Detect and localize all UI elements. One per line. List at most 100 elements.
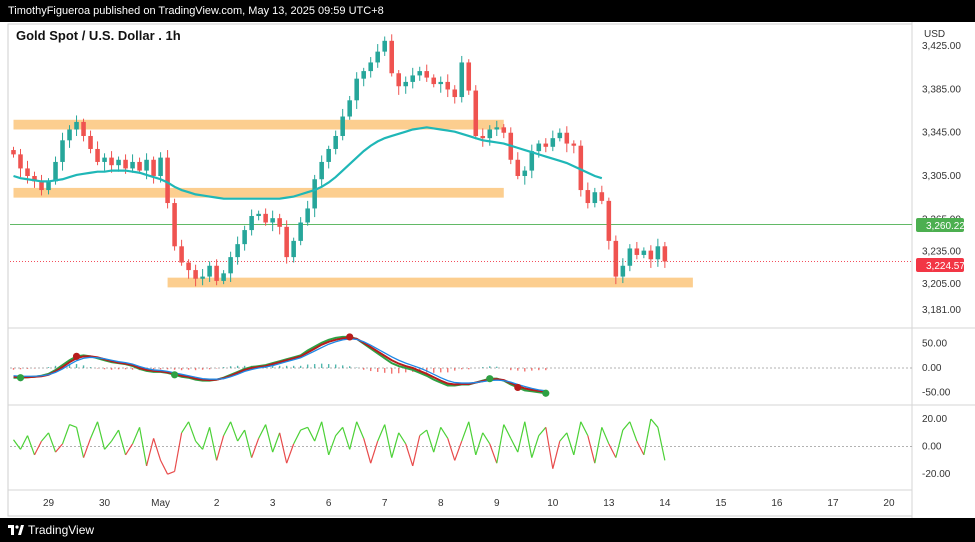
- candle-body: [627, 248, 633, 266]
- candle-body: [326, 148, 331, 162]
- momentum-segment: [307, 427, 316, 442]
- time-tick-label: 15: [715, 498, 727, 509]
- candle-body: [459, 62, 465, 98]
- momentum-segment: [496, 424, 505, 464]
- footer-bar: TradingView: [0, 518, 975, 542]
- candle-body: [536, 143, 542, 152]
- candle-body: [53, 161, 58, 182]
- momentum-segment: [391, 432, 400, 458]
- candle-body: [396, 73, 401, 87]
- candle-body: [473, 90, 479, 136]
- candle-body: [641, 250, 647, 255]
- momentum-segment: [26, 435, 36, 456]
- candle-body: [81, 121, 86, 136]
- momentum-segment: [153, 438, 162, 461]
- moving-average: [13, 126, 603, 200]
- candle-body: [277, 218, 282, 227]
- time-tick-label: 29: [43, 498, 55, 509]
- candle-body: [361, 71, 366, 79]
- level-price-tag: [916, 218, 964, 232]
- candle-body: [648, 250, 654, 260]
- momentum-segment: [174, 432, 183, 472]
- candle-body: [67, 129, 72, 141]
- candle-body: [319, 161, 324, 180]
- candle-body: [557, 132, 563, 139]
- momentum-segment: [223, 421, 232, 436]
- momentum-segment: [209, 427, 218, 461]
- time-tick-label: 30: [99, 498, 111, 509]
- momentum-segment: [426, 429, 435, 453]
- support-resistance-zones: [13, 119, 693, 288]
- candle-body: [207, 265, 212, 277]
- momentum-segment: [454, 440, 463, 461]
- momentum-segment: [132, 427, 141, 445]
- momentum-segment: [328, 435, 337, 456]
- candle-body: [151, 159, 156, 176]
- candle-body: [179, 246, 184, 263]
- momentum-segment: [545, 427, 554, 469]
- oscillator-tick-label: 50.00: [922, 339, 947, 350]
- candle-body: [634, 248, 640, 255]
- candle-body: [368, 62, 373, 72]
- momentum-segment: [489, 443, 498, 464]
- chart-area[interactable]: 3,425.003,385.003,345.003,305.003,265.00…: [0, 22, 975, 518]
- candle-body: [256, 213, 261, 217]
- time-tick-label: 3: [270, 498, 276, 509]
- candle-body: [382, 40, 387, 52]
- cross-marker: [514, 383, 522, 392]
- candle-body: [18, 154, 23, 169]
- momentum-segment: [96, 421, 106, 450]
- momentum-segment: [650, 418, 659, 428]
- candle-body: [158, 157, 163, 176]
- current-price-tag: [916, 258, 964, 272]
- publish-header: TimothyFigueroa published on TradingView…: [0, 0, 975, 22]
- candle-body: [592, 192, 598, 204]
- cross-marker: [486, 375, 494, 383]
- momentum-segment: [405, 443, 414, 467]
- candle-body: [543, 143, 549, 147]
- ma-line: [13, 126, 603, 200]
- candle-body: [214, 265, 219, 281]
- chart-frame: [7, 23, 913, 517]
- momentum-segment: [145, 438, 155, 467]
- momentum-segment: [230, 421, 239, 442]
- momentum-segment: [202, 427, 211, 450]
- momentum-segment: [377, 424, 386, 442]
- momentum-segment: [335, 426, 344, 436]
- momentum-segment: [608, 443, 617, 458]
- momentum-segment: [363, 438, 372, 464]
- candle-body: [417, 71, 423, 76]
- cross-marker: [170, 371, 179, 379]
- momentum-segment: [510, 438, 519, 453]
- candle-body: [165, 157, 170, 204]
- momentum-segment: [643, 418, 652, 456]
- price-tick-label: 3,205.00: [922, 279, 961, 290]
- momentum-tick-label: -20.00: [922, 469, 951, 480]
- price-axis: 3,425.003,385.003,345.003,305.003,265.00…: [922, 41, 961, 480]
- momentum-segment: [47, 432, 57, 453]
- candle-body: [529, 151, 535, 171]
- momentum-segment: [89, 421, 99, 439]
- momentum-segment: [468, 421, 477, 456]
- momentum-segment: [356, 421, 365, 439]
- candle-body: [39, 181, 44, 191]
- cross-marker: [72, 352, 81, 360]
- momentum-segment: [244, 429, 253, 458]
- momentum-segment: [370, 440, 379, 464]
- candle-body: [11, 150, 16, 155]
- candle-body: [599, 192, 605, 201]
- momentum-segment: [111, 429, 120, 442]
- candle-body: [305, 208, 310, 223]
- price-tick-label: 3,235.00: [922, 247, 961, 258]
- time-tick-label: 20: [883, 498, 895, 509]
- level-price-label: 3,260.22: [926, 221, 965, 232]
- candle-body: [284, 226, 289, 258]
- price-tick-label: 3,385.00: [922, 84, 961, 95]
- oscillator-tick-label: -50.00: [922, 387, 951, 398]
- momentum-segment: [622, 421, 631, 431]
- cross-marker: [16, 374, 25, 382]
- oscillator-line-1: [13, 336, 546, 393]
- cross-marker: [542, 389, 550, 397]
- candle-body: [228, 257, 233, 274]
- momentum-segment: [272, 432, 281, 453]
